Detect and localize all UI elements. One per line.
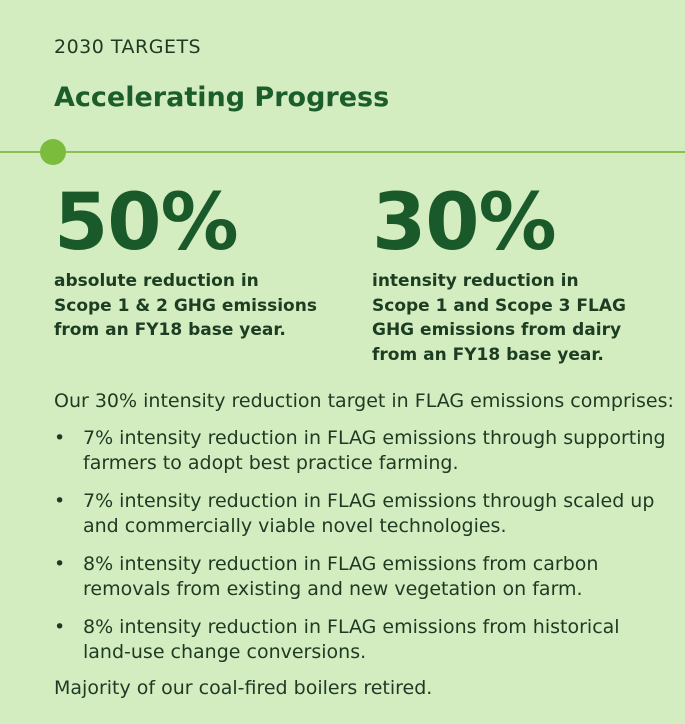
stat-description: intensity reduction in Scope 1 and Scope… (372, 269, 626, 367)
list-item: • 8% intensity reduction in FLAG emissio… (54, 615, 654, 665)
target-breakdown-list: • 7% intensity reduction in FLAG emissio… (54, 426, 666, 678)
list-item-line: 7% intensity reduction in FLAG emissions… (83, 427, 666, 449)
page-title: Accelerating Progress (54, 82, 390, 113)
stat-description: absolute reduction in Scope 1 & 2 GHG em… (54, 269, 317, 343)
stat-absolute-reduction: 50% absolute reduction in Scope 1 & 2 GH… (54, 183, 317, 343)
bullet-icon: • (54, 427, 66, 449)
stat-description-line: from an FY18 base year. (54, 320, 286, 340)
stat-description-line: intensity reduction in (372, 271, 579, 291)
closing-text: Majority of our coal-fired boilers retir… (54, 677, 433, 699)
list-item-line: farmers to adopt best practice farming. (83, 452, 459, 474)
list-item-line: 8% intensity reduction in FLAG emissions… (83, 553, 599, 575)
list-item-line: land-use change conversions. (83, 641, 367, 663)
bullet-icon: • (54, 490, 66, 512)
intro-text: Our 30% intensity reduction target in FL… (54, 390, 674, 412)
stat-description-line: absolute reduction in (54, 271, 259, 291)
stat-description-line: from an FY18 base year. (372, 344, 604, 365)
bullet-icon: • (54, 616, 66, 638)
stat-description-line: Scope 1 & 2 GHG emissions (54, 295, 317, 316)
bullet-icon: • (54, 553, 66, 575)
list-item-line: 7% intensity reduction in FLAG emissions… (83, 490, 655, 512)
list-item: • 7% intensity reduction in FLAG emissio… (54, 426, 666, 476)
stat-description-line: GHG emissions from dairy (372, 320, 622, 340)
list-item: • 7% intensity reduction in FLAG emissio… (54, 489, 654, 539)
accent-dot (40, 139, 66, 165)
stat-value: 30% (372, 178, 557, 268)
stat-value: 50% (54, 178, 239, 268)
list-item-line: and commercially viable novel technologi… (83, 515, 507, 537)
section-eyebrow: 2030 TARGETS (54, 36, 202, 58)
stat-intensity-reduction: 30% intensity reduction in Scope 1 and S… (372, 183, 626, 367)
list-item-line: removals from existing and new vegetatio… (83, 578, 583, 600)
divider-rule (0, 151, 685, 153)
list-item: • 8% intensity reduction in FLAG emissio… (54, 552, 654, 602)
stat-description-line: Scope 1 and Scope 3 FLAG (372, 295, 626, 316)
list-item-line: 8% intensity reduction in FLAG emissions… (83, 616, 620, 638)
